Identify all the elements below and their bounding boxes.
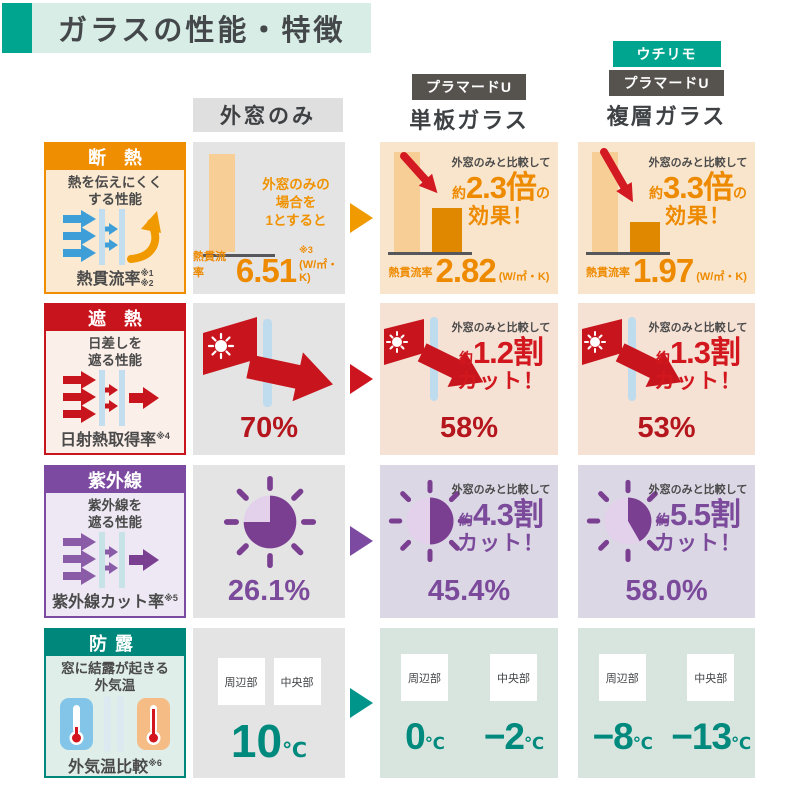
temp-column-center: 中央部 −13℃ bbox=[667, 628, 756, 778]
shading-double-cell: 外窓のみと比較して 約1.3割 カット！ 53% bbox=[578, 303, 755, 455]
temperature-outer: 10℃ bbox=[230, 715, 308, 767]
flow-arrow-icon bbox=[350, 526, 373, 556]
part-label-edge: 周辺部 bbox=[401, 654, 448, 701]
row-label-shading: 遮 熱 日差しを 遮る性能 日射熱取得率※4 bbox=[44, 303, 186, 455]
row-title-insulation: 断 熱 bbox=[46, 144, 184, 170]
row-desc-insulation: 熱を伝えにくく する性能 bbox=[67, 175, 163, 207]
chart-baseline bbox=[203, 254, 275, 257]
insulation-arrows-icon bbox=[63, 208, 167, 265]
footnote-mark: ※6 bbox=[148, 757, 162, 768]
insulation-double-cell: 外窓のみと比較して 約3.3倍の 効果！ 熱貫流率 1.97 (W/㎡・K) bbox=[578, 142, 755, 294]
temp-column-edge: 周辺部 −8℃ bbox=[578, 628, 667, 778]
comparison-block: 外窓のみと比較して 約5.5割 カット！ bbox=[648, 484, 748, 555]
shading-arrows-icon bbox=[63, 369, 167, 426]
metric-label-insulation: 熱貫流率 ※1 ※2 bbox=[76, 267, 154, 288]
shading-value-single: 58% bbox=[439, 412, 499, 444]
u-value-single: 熱貫流率 2.82 (W/㎡・K) bbox=[388, 251, 550, 289]
metric-label-shading: 日射熱取得率※4 bbox=[60, 430, 170, 449]
row-title-condensation: 防露 bbox=[46, 630, 184, 656]
part-labels: 周辺部 中央部 bbox=[193, 658, 345, 705]
shading-single-cell: 外窓のみと比較して 約1.2割 カット！ 58% bbox=[380, 303, 558, 455]
row-desc-uv: 紫外線を 遮る性能 bbox=[88, 498, 142, 530]
comparison-block: 外窓のみと比較して 約4.3割 カット！ bbox=[451, 484, 551, 555]
uv-value-outer: 26.1% bbox=[227, 575, 311, 607]
part-label-edge: 周辺部 bbox=[598, 654, 646, 701]
part-label-center: 中央部 bbox=[687, 654, 735, 701]
condensation-double-cell: 周辺部 −8℃ 中央部 −13℃ bbox=[578, 628, 755, 778]
temperature-edge: 0℃ bbox=[405, 716, 445, 757]
temperature-center: −2℃ bbox=[483, 716, 544, 757]
column-header-single-glass: プラマードU 単板ガラス bbox=[380, 74, 558, 135]
thermometers-icon bbox=[60, 695, 170, 753]
footnote-mark: ※4 bbox=[156, 430, 170, 441]
comparison-block: 外窓のみと比較して 約1.2割 カット！ bbox=[451, 322, 551, 393]
shading-value-outer: 70% bbox=[239, 412, 299, 444]
sunlight-beam-icon bbox=[203, 317, 333, 407]
flow-arrow-icon bbox=[350, 364, 373, 394]
column-header-double-glass: ウチリモ プラマードU 複層ガラス bbox=[578, 41, 755, 131]
title-bar: ガラスの性能・特徴 bbox=[2, 3, 372, 53]
comparison-block: 外窓のみと比較して 約3.3倍の 効果！ bbox=[648, 157, 748, 228]
row-title-shading: 遮 熱 bbox=[46, 305, 184, 331]
page-title: ガラスの性能・特徴 bbox=[32, 3, 372, 53]
plamade-u-badge: プラマードU bbox=[609, 70, 724, 96]
sun-pie-icon bbox=[223, 475, 317, 569]
u-value-double: 熱貫流率 1.97 (W/㎡・K) bbox=[586, 251, 747, 289]
chart-baseline bbox=[388, 252, 472, 255]
uv-double-cell: 外窓のみと比較して 約5.5割 カット！ 58.0% bbox=[578, 465, 755, 618]
column-header-outer-only: 外窓のみ bbox=[193, 98, 343, 132]
plamade-u-badge: プラマードU bbox=[411, 74, 527, 100]
temp-column-center: 中央部 −2℃ bbox=[469, 628, 558, 778]
reference-caption: 外窓のみの 場合を 1とすると bbox=[262, 177, 330, 229]
uv-single-cell: 外窓のみと比較して 約4.3割 カット！ 45.4% bbox=[380, 465, 558, 618]
flow-arrow-icon bbox=[350, 688, 373, 718]
part-label-edge: 周辺部 bbox=[217, 658, 265, 705]
uv-value-single: 45.4% bbox=[427, 575, 511, 607]
footnote-mark: ※5 bbox=[164, 592, 178, 603]
metric-label-condensation: 外気温比較※6 bbox=[68, 757, 162, 776]
temperature-center: −13℃ bbox=[671, 716, 751, 757]
column-name-double-glass: 複層ガラス bbox=[606, 104, 727, 129]
uv-outer-cell: 26.1% bbox=[193, 465, 345, 618]
chart-baseline bbox=[586, 252, 670, 255]
column-name-single-glass: 単板ガラス bbox=[409, 108, 529, 133]
row-desc-condensation: 窓に結露が起きる 外気温 bbox=[61, 661, 169, 693]
temp-column-edge: 周辺部 0℃ bbox=[380, 628, 469, 778]
uv-arrows-icon bbox=[63, 531, 167, 588]
footnote-marks: ※1 ※2 bbox=[140, 267, 154, 288]
row-label-condensation: 防露 窓に結露が起きる 外気温 外気温比較※6 bbox=[44, 628, 186, 778]
part-label-center: 中央部 bbox=[273, 658, 321, 705]
bar-outer-reference bbox=[209, 154, 235, 252]
metric-label-uv: 紫外線カット率※5 bbox=[52, 592, 178, 611]
row-desc-shading: 日差しを 遮る性能 bbox=[88, 336, 142, 368]
bar-improved bbox=[630, 222, 660, 252]
condensation-single-cell: 周辺部 0℃ 中央部 −2℃ bbox=[380, 628, 558, 778]
decrease-arrow-icon bbox=[400, 152, 438, 194]
temperature-edge: −8℃ bbox=[592, 716, 653, 757]
shading-value-double: 53% bbox=[637, 412, 696, 444]
uv-value-double: 58.0% bbox=[625, 575, 708, 607]
u-value-outer: 熱貫流率 6.51 ※3 (W/㎡・K) bbox=[193, 245, 339, 289]
comparison-block: 外窓のみと比較して 約1.3割 カット！ bbox=[648, 322, 748, 393]
flow-arrow-icon bbox=[350, 203, 373, 233]
insulation-outer-cell: 外窓のみの 場合を 1とすると 熱貫流率 6.51 ※3 (W/㎡・K) bbox=[193, 142, 345, 294]
bar-improved bbox=[432, 208, 462, 252]
shading-outer-cell: 70% bbox=[193, 303, 345, 455]
sunlight-beam-icon bbox=[582, 317, 682, 401]
insulation-single-cell: 外窓のみと比較して 約2.3倍の 効果！ 熱貫流率 2.82 (W/㎡・K) bbox=[380, 142, 558, 294]
part-label-center: 中央部 bbox=[490, 654, 537, 701]
title-accent-square bbox=[2, 3, 32, 53]
row-title-uv: 紫外線 bbox=[46, 467, 184, 493]
sun-pie-icon bbox=[586, 479, 670, 563]
condensation-outer-cell: 周辺部 中央部 10℃ bbox=[193, 628, 345, 778]
sunlight-beam-icon bbox=[384, 317, 484, 401]
sun-pie-icon bbox=[388, 479, 472, 563]
row-label-insulation: 断 熱 熱を伝えにくく する性能 熱貫流率 ※1 ※2 bbox=[44, 142, 186, 294]
comparison-block: 外窓のみと比較して 約2.3倍の 効果！ bbox=[451, 157, 551, 228]
decrease-arrow-icon bbox=[600, 148, 633, 203]
row-label-uv: 紫外線 紫外線を 遮る性能 紫外線カット率※5 bbox=[44, 465, 186, 618]
uchirimo-badge: ウチリモ bbox=[612, 41, 721, 67]
